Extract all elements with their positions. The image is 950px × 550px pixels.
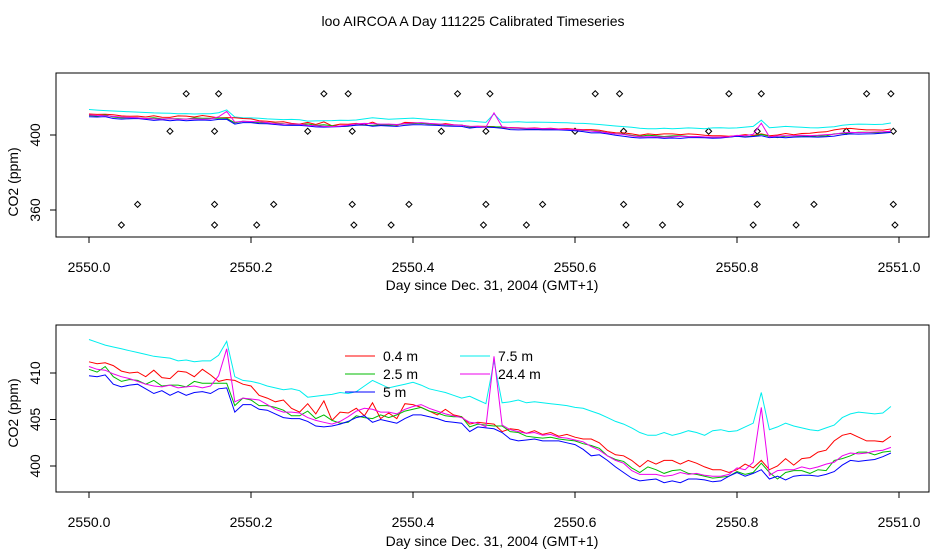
- bottom-y-tick-label: 405: [27, 408, 43, 432]
- bottom-series-line-0-4-m: [88, 361, 892, 474]
- bottom-y-axis: 400 405 410: [27, 361, 57, 478]
- scatter-point: [405, 200, 413, 209]
- scatter-point: [538, 200, 547, 209]
- bottom-x-tick-label: 2550.4: [392, 514, 435, 530]
- top-panel: 2550.0 2550.2 2550.4 2550.6 2550.8 2551.0 360…: [5, 72, 930, 293]
- scatter-point: [622, 221, 630, 229]
- scatter-point: [117, 221, 126, 229]
- scatter-point: [269, 200, 278, 209]
- bottom-panel: 2550.0 2550.2 2550.4 2550.6 2550.8 2551.0 400…: [5, 324, 930, 549]
- top-series-lines: [88, 109, 891, 139]
- scatter-point: [862, 90, 871, 98]
- scatter-point: [387, 221, 395, 229]
- scatter-point: [479, 221, 488, 229]
- scatter-point: [252, 221, 261, 229]
- scatter-point: [303, 127, 312, 135]
- top-y-tick-label: 360: [27, 198, 43, 222]
- scatter-point: [810, 200, 818, 209]
- scatter-point: [214, 90, 223, 98]
- top-x-tick-label: 2550.8: [716, 259, 759, 275]
- bottom-x-axis-label: Day since Dec. 31, 2004 (GMT+1): [386, 533, 599, 549]
- legend-item-2-5-m: 2.5 m: [345, 366, 418, 382]
- legend-label: 24.4 m: [498, 366, 541, 382]
- scatter-point: [350, 221, 358, 229]
- bottom-series-lines: [88, 339, 892, 484]
- scatter-point: [891, 221, 899, 229]
- scatter-point: [658, 221, 667, 229]
- scatter-point: [676, 200, 685, 209]
- bottom-y-tick-label: 410: [27, 361, 43, 385]
- scatter-point: [619, 200, 628, 209]
- scatter-point: [437, 127, 446, 135]
- top-series-line-2-5-m: [88, 114, 891, 139]
- bottom-series-line-24-4-m: [88, 348, 892, 477]
- scatter-point: [348, 127, 356, 135]
- scatter-point: [753, 200, 761, 209]
- scatter-point: [889, 127, 898, 135]
- top-x-tick-label: 2550.2: [230, 259, 273, 275]
- scatter-point: [320, 90, 328, 98]
- top-plot-frame: [55, 72, 930, 238]
- top-y-tick-label: 400: [27, 123, 43, 147]
- scatter-point: [792, 221, 800, 229]
- scatter-point: [889, 200, 898, 209]
- top-x-tick-label: 2550.4: [392, 259, 435, 275]
- legend-label: 7.5 m: [498, 348, 533, 364]
- top-x-tick-label: 2551.0: [878, 259, 921, 275]
- top-series-line-0-4-m: [88, 113, 891, 137]
- scatter-point: [210, 127, 219, 135]
- top-series-line-5-m: [88, 116, 891, 139]
- scatter-point: [725, 90, 733, 98]
- top-x-tick-label: 2550.0: [68, 259, 111, 275]
- scatter-point: [486, 90, 494, 98]
- bottom-x-tick-label: 2550.8: [716, 514, 759, 530]
- legend: 0.4 m 2.5 m 5 m 7.5 m 24.4 m: [345, 348, 541, 400]
- scatter-point: [348, 200, 356, 209]
- legend-item-5-m: 5 m: [345, 384, 406, 400]
- bottom-series-line-7-5-m: [88, 339, 892, 436]
- top-x-tick-label: 2550.6: [554, 259, 597, 275]
- scatter-point: [344, 90, 352, 98]
- scatter-point: [482, 127, 490, 135]
- legend-label: 0.4 m: [383, 348, 418, 364]
- scatter-point: [615, 90, 624, 98]
- legend-label: 5 m: [383, 384, 406, 400]
- legend-item-0-4-m: 0.4 m: [345, 348, 418, 364]
- top-x-axis: 2550.0 2550.2 2550.4 2550.6 2550.8 2551.0: [68, 236, 921, 275]
- top-x-axis-label: Day since Dec. 31, 2004 (GMT+1): [386, 277, 599, 293]
- top-series-line-7-5-m: [88, 109, 891, 130]
- bottom-x-tick-label: 2550.6: [554, 514, 597, 530]
- bottom-x-tick-label: 2550.0: [68, 514, 111, 530]
- top-y-axis-label: CO2 (ppm): [5, 147, 21, 216]
- scatter-point: [210, 221, 219, 229]
- scatter-point: [522, 221, 531, 229]
- legend-label: 2.5 m: [383, 366, 418, 382]
- legend-item-7-5-m: 7.5 m: [460, 348, 533, 364]
- scatter-point: [210, 200, 219, 209]
- bottom-x-tick-label: 2551.0: [878, 514, 921, 530]
- scatter-point: [133, 200, 142, 209]
- scatter-point: [704, 127, 713, 135]
- top-y-axis: 360 400: [27, 123, 57, 222]
- scatter-point: [749, 221, 757, 229]
- legend-item-24-4-m: 24.4 m: [460, 366, 541, 382]
- top-scatter-points: [117, 90, 899, 229]
- bottom-series-line-5-m: [88, 374, 892, 484]
- scatter-point: [757, 90, 766, 98]
- bottom-series-line-2-5-m: [88, 365, 891, 480]
- bottom-y-axis-label: CO2 (ppm): [5, 378, 21, 447]
- scatter-point: [182, 90, 190, 98]
- scatter-point: [591, 90, 599, 98]
- scatter-point: [887, 90, 895, 98]
- chart-title: loo AIRCOA A Day 111225 Calibrated Times…: [322, 13, 625, 29]
- bottom-x-axis: 2550.0 2550.2 2550.4 2550.6 2550.8 2551.0: [68, 491, 921, 530]
- scatter-point: [166, 127, 174, 135]
- top-series-line-24-4-m: [88, 110, 891, 138]
- scatter-point: [453, 90, 462, 98]
- bottom-y-tick-label: 400: [27, 454, 43, 478]
- scatter-point: [482, 200, 490, 209]
- bottom-plot-frame: [55, 324, 930, 493]
- bottom-x-tick-label: 2550.2: [230, 514, 273, 530]
